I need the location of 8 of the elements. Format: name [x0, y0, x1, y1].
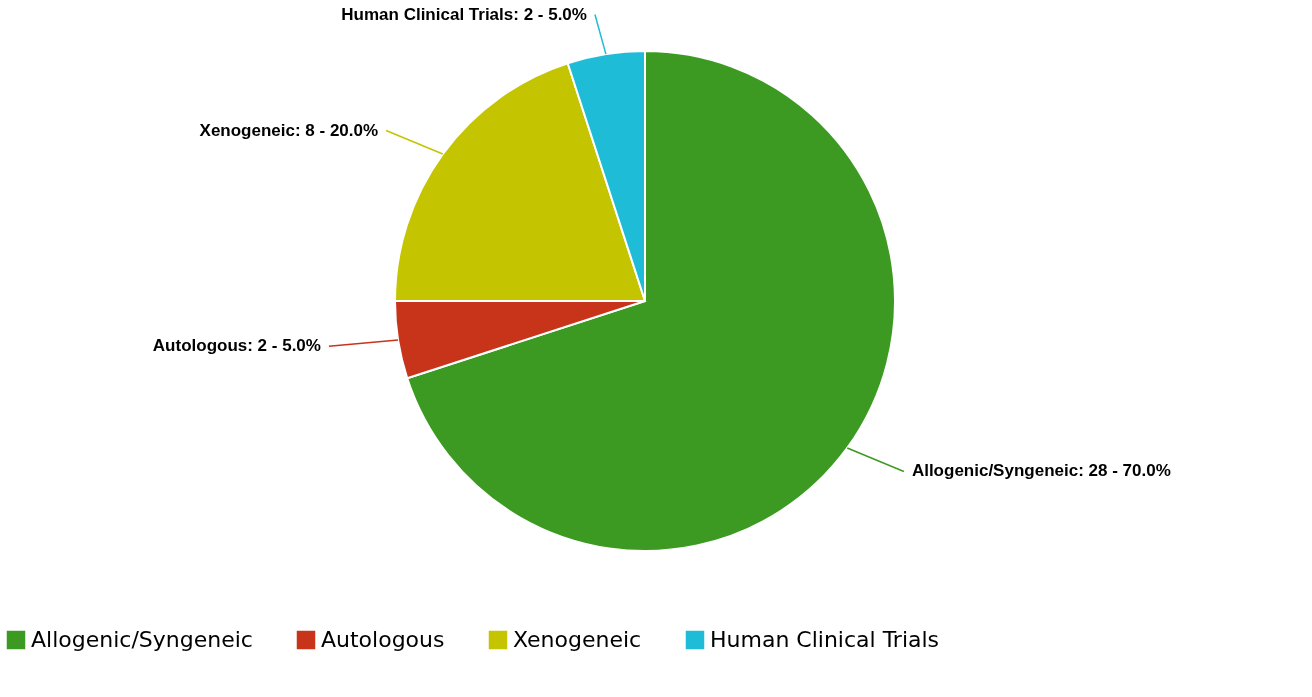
legend-label: Human Clinical Trials: [710, 627, 940, 652]
legend-label: Xenogeneic: [513, 627, 642, 652]
category-label: Allogenic/Syngeneic: 28 - 70.0%: [911, 461, 1171, 481]
legend-label: Allogenic/Syngeneic: [31, 627, 253, 652]
category-label: Xenogeneic: 8 - 20.0%: [199, 120, 379, 140]
category-label: Autologous: 2 - 5.0%: [152, 336, 321, 356]
legend-label: Autologous: [321, 627, 445, 652]
category-label: Human Clinical Trials: 2 - 5.0%: [341, 4, 587, 24]
